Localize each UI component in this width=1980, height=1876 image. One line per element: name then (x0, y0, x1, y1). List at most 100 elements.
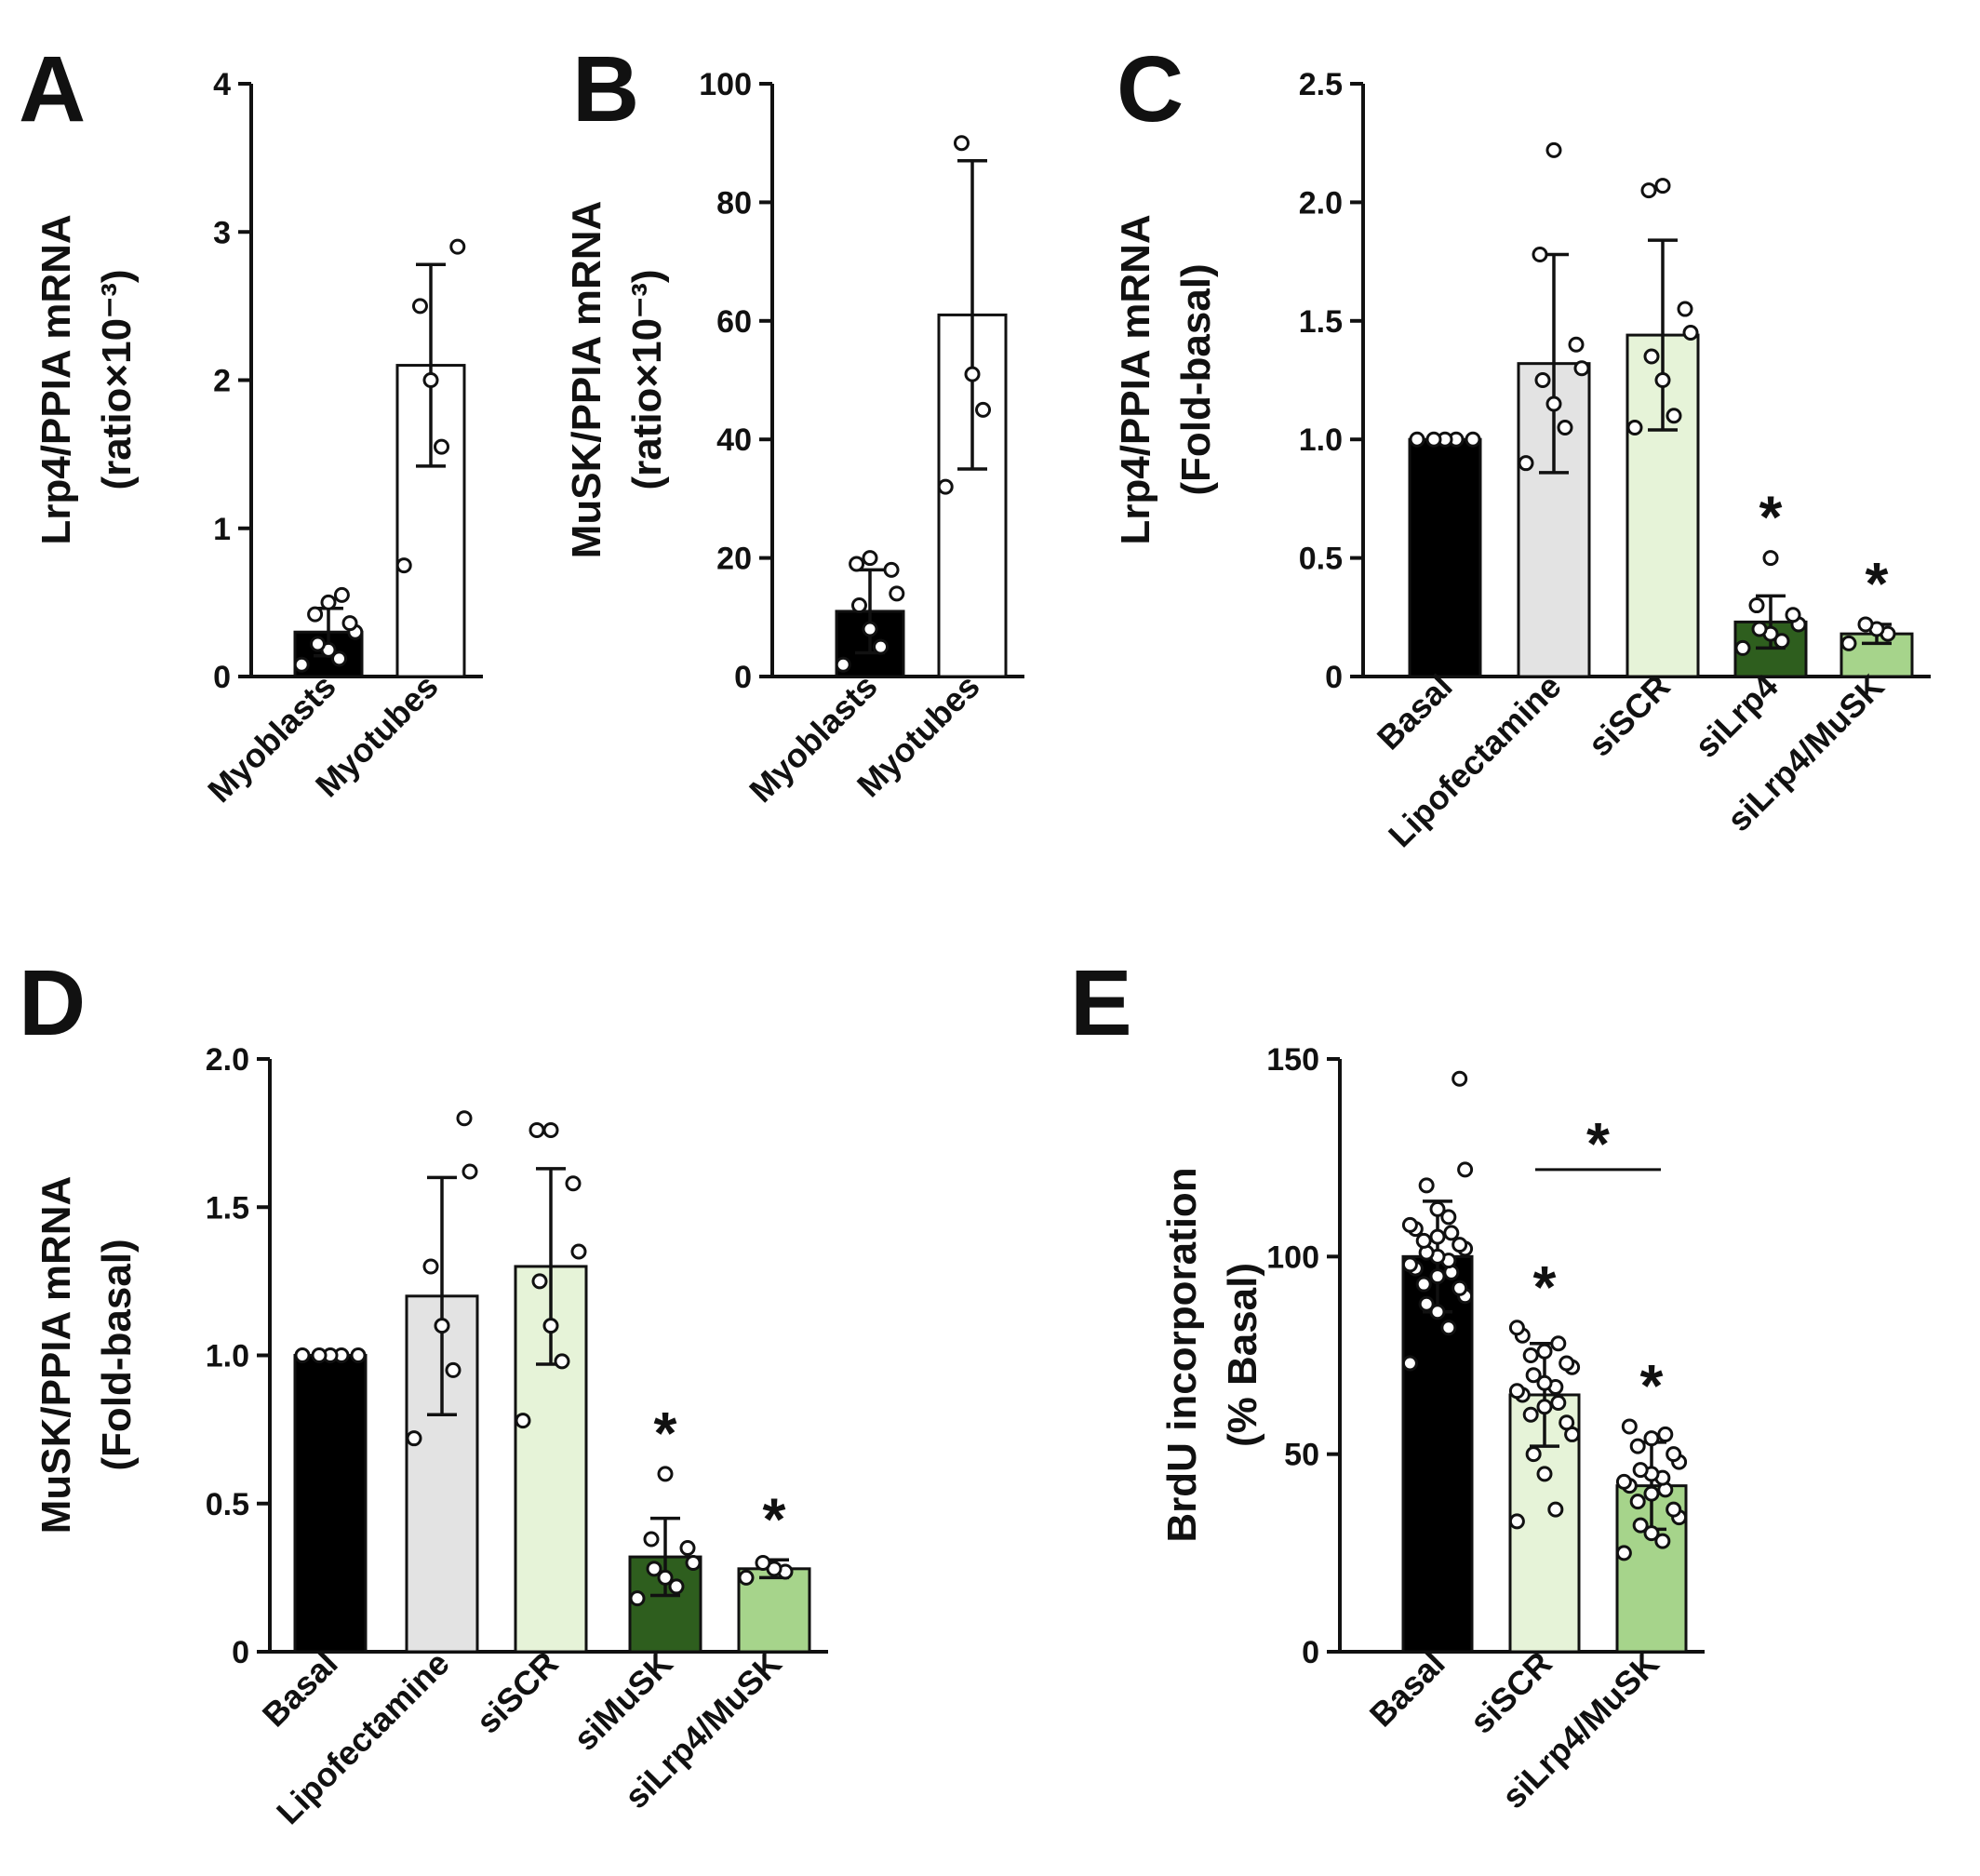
bar-basal (1401, 1254, 1474, 1654)
data-point (1457, 1161, 1474, 1178)
data-point (542, 1318, 559, 1334)
data-point (542, 1121, 559, 1138)
data-point (883, 561, 900, 578)
data-point (849, 556, 865, 572)
data-point (862, 550, 878, 567)
data-point (1629, 1438, 1646, 1454)
data-point (411, 298, 428, 315)
data-point (434, 438, 450, 455)
data-point (1536, 1466, 1553, 1482)
y-axis-label-units: (ratio×10⁻³) (94, 269, 140, 489)
data-point (937, 478, 954, 495)
category-label: siMuSK (566, 1644, 679, 1758)
data-point (1401, 1216, 1418, 1233)
data-point (1536, 1399, 1553, 1415)
y-tick-label: 0 (734, 660, 752, 695)
category-label: siLrp4 (1687, 667, 1785, 765)
data-point (1452, 1280, 1468, 1296)
data-point (554, 1353, 570, 1370)
data-point (685, 1554, 702, 1571)
data-point (1677, 301, 1693, 317)
data-point (1654, 1533, 1671, 1549)
data-point (1654, 178, 1671, 194)
data-point (1657, 1426, 1674, 1442)
data-point (643, 1531, 660, 1548)
data-point (294, 1347, 311, 1363)
data-point (889, 585, 905, 602)
data-point (1573, 360, 1590, 377)
y-axis-label: BrdU incorporation (1159, 1167, 1205, 1542)
data-point (1429, 1228, 1446, 1245)
data-point (1508, 1513, 1525, 1530)
data-point (1643, 1525, 1660, 1542)
data-point (531, 1273, 548, 1290)
data-point (462, 1163, 478, 1180)
y-tick-label: 100 (699, 67, 752, 102)
y-tick-label: 1.0 (206, 1339, 249, 1374)
y-axis-label-units: (% Basal) (1220, 1263, 1265, 1447)
data-point (1440, 1320, 1457, 1336)
bracket-star: * (1586, 1110, 1610, 1177)
data-point (1415, 1276, 1432, 1293)
data-point (1401, 1256, 1418, 1273)
data-point (320, 594, 337, 610)
y-tick-label: 0 (213, 660, 231, 695)
data-point (1409, 431, 1425, 448)
data-point (1550, 1335, 1567, 1352)
y-tick-label: 50 (1284, 1438, 1319, 1473)
data-point (1550, 1394, 1567, 1411)
data-point (1508, 1320, 1525, 1336)
y-tick-label: 1.5 (1299, 304, 1343, 340)
data-point (1418, 1177, 1435, 1194)
y-tick-label: 2 (213, 364, 231, 399)
data-point (964, 366, 981, 382)
bar-basal (1408, 437, 1482, 678)
y-axis-label-units: (Fold-basal) (94, 1239, 140, 1470)
y-tick-label: 0 (232, 1635, 249, 1670)
data-point (1734, 639, 1751, 656)
data-point (1418, 1295, 1435, 1312)
y-tick-label: 4 (213, 67, 231, 102)
data-point (629, 1590, 646, 1607)
panel-d: D MuSK/PPIA mRNA (Fold-basal) 0 0.5 1.0 1.5 2.0… (19, 951, 828, 1831)
data-point (755, 1554, 771, 1571)
data-point (1840, 635, 1857, 651)
data-point (434, 1318, 450, 1334)
data-point (1429, 1200, 1446, 1217)
y-tick-label: 80 (716, 185, 752, 221)
data-point (350, 1347, 367, 1363)
data-point (1626, 419, 1643, 436)
y-axis-label: MuSK/PPIA mRNA (564, 201, 609, 559)
category-label: siSCR (1581, 667, 1678, 764)
data-point (1532, 246, 1548, 262)
data-point (1452, 1070, 1468, 1087)
category-label: Basal (255, 1644, 345, 1735)
data-point (333, 586, 350, 603)
category-label: Basal (1370, 667, 1460, 757)
y-tick-label: 0 (1325, 660, 1343, 695)
data-point (1748, 597, 1765, 614)
panel-letter: D (19, 951, 86, 1055)
data-point (1568, 336, 1585, 353)
data-point (1536, 1343, 1553, 1360)
data-point (873, 638, 890, 655)
data-point (850, 597, 867, 614)
data-point (1654, 372, 1671, 388)
data-point (657, 1466, 674, 1482)
y-axis-label-units: (Fold-basal) (1173, 263, 1219, 495)
data-point (1545, 395, 1562, 412)
data-point (445, 1361, 462, 1378)
category-label: siSCR (1463, 1644, 1559, 1741)
data-point (307, 606, 324, 623)
data-point (835, 656, 851, 673)
panel-letter: A (19, 37, 86, 141)
data-point (1857, 616, 1874, 633)
data-point (1440, 1209, 1457, 1226)
significance-star: * (1640, 1352, 1664, 1419)
data-point (515, 1413, 531, 1429)
y-axis-label: Lrp4/PPIA mRNA (1113, 214, 1158, 544)
significance-star: * (763, 1485, 786, 1552)
